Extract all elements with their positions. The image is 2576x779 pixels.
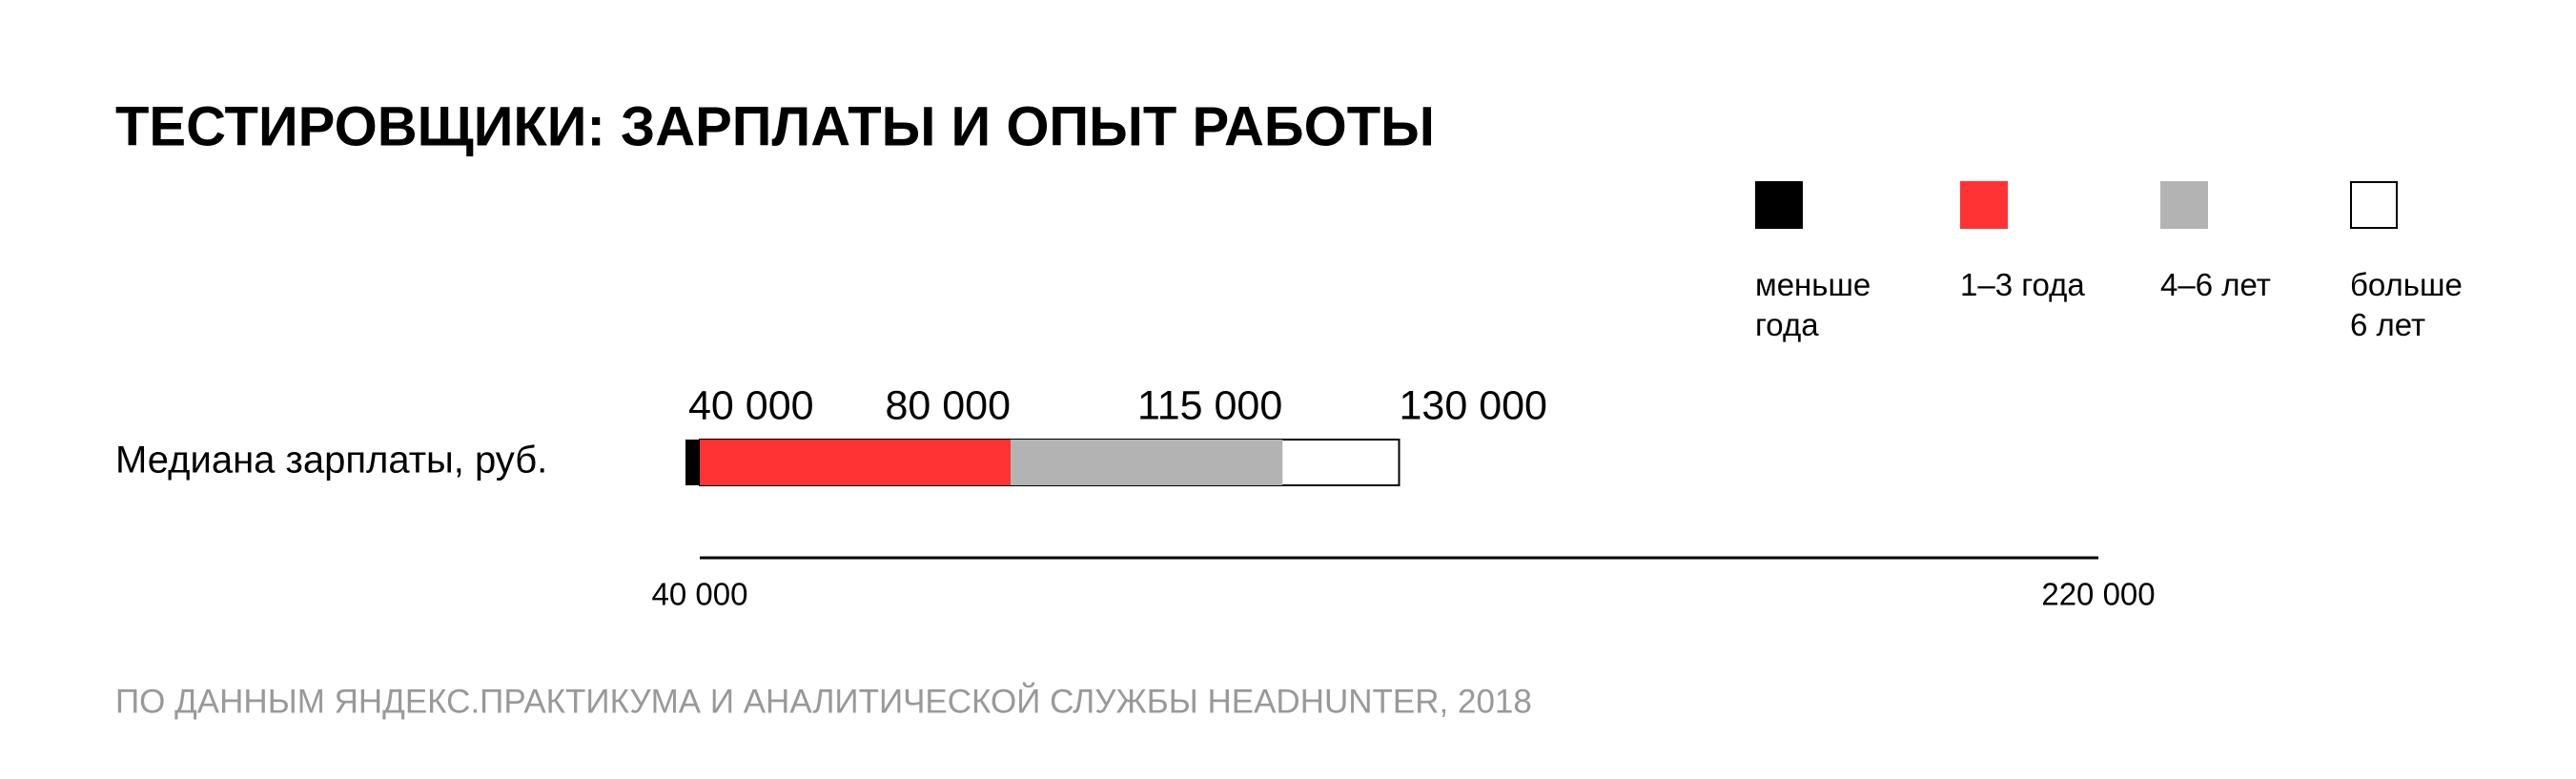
value-label: 40 000: [688, 382, 814, 428]
legend-label: 4–6 лет: [2160, 267, 2271, 302]
chart-title: ТЕСТИРОВЩИКИ: ЗАРПЛАТЫ И ОПЫТ РАБОТЫ: [115, 95, 1435, 157]
legend-label: больше 6 лет: [2350, 267, 2463, 342]
x-tick-label: 40 000: [652, 577, 748, 612]
legend-swatch: [1755, 181, 1803, 229]
bar: [685, 440, 700, 485]
legend-item: меньше года: [1755, 181, 1946, 345]
source: ПО ДАННЫМ ЯНДЕКС.ПРАКТИКУМА И АНАЛИТИЧЕС…: [115, 682, 1532, 720]
legend-item: 1–3 года: [1960, 181, 2151, 305]
category-label: Медиана зарплаты, руб.: [115, 440, 547, 482]
bar: [700, 440, 1011, 485]
legend-label: меньше года: [1755, 267, 1871, 342]
legend-label: 1–3 года: [1960, 267, 2085, 302]
legend-swatch: [2160, 181, 2208, 229]
value-label: 115 000: [1137, 382, 1282, 428]
x-tick-label: 220 000: [2041, 577, 2155, 612]
legend-item: 4–6 лет: [2160, 181, 2351, 305]
value-label: 130 000: [1400, 382, 1547, 428]
legend-item: больше 6 лет: [2350, 181, 2541, 345]
legend-swatch: [1960, 181, 2008, 229]
value-label: 80 000: [885, 382, 1011, 428]
legend-swatch: [2350, 181, 2398, 229]
